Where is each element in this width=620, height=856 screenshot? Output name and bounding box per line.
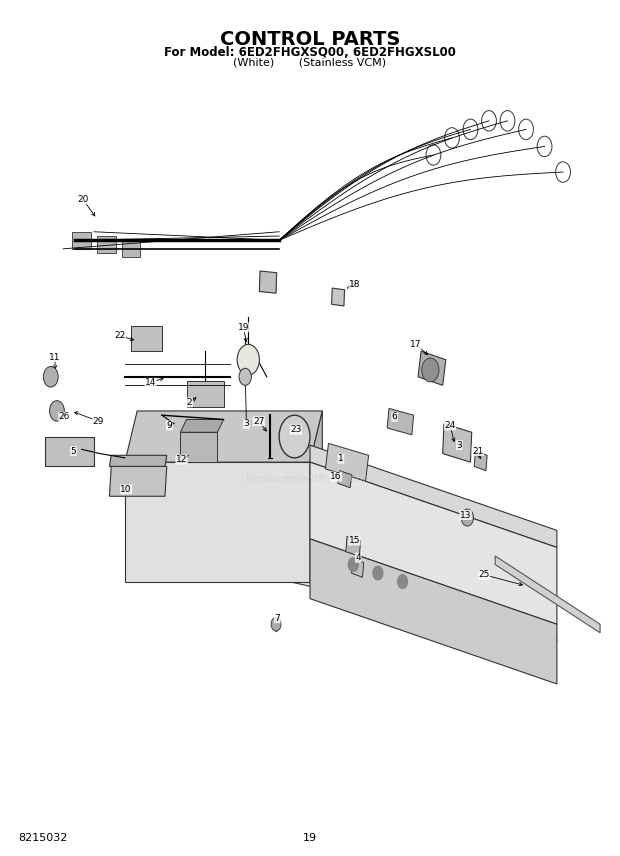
Text: 12: 12 (176, 455, 187, 464)
Text: CONTROL PARTS: CONTROL PARTS (220, 30, 400, 50)
Polygon shape (310, 462, 557, 624)
Text: 21: 21 (472, 447, 484, 455)
Polygon shape (418, 351, 446, 385)
Polygon shape (332, 288, 345, 306)
Polygon shape (162, 445, 557, 641)
Polygon shape (125, 411, 322, 462)
Polygon shape (259, 271, 277, 294)
Text: 19: 19 (303, 833, 317, 843)
Polygon shape (387, 408, 414, 435)
Circle shape (461, 509, 474, 526)
Polygon shape (180, 432, 218, 462)
Circle shape (237, 344, 259, 375)
Polygon shape (326, 443, 369, 481)
Text: 8: 8 (350, 280, 356, 289)
Text: 1: 1 (338, 455, 343, 463)
Text: (White)       (Stainless VCM): (White) (Stainless VCM) (234, 58, 386, 68)
Text: 16: 16 (330, 473, 342, 481)
Polygon shape (187, 381, 224, 407)
Polygon shape (495, 556, 600, 633)
Circle shape (271, 617, 281, 631)
Text: 19: 19 (237, 323, 249, 332)
Circle shape (50, 401, 64, 421)
Polygon shape (352, 559, 364, 577)
Circle shape (43, 366, 58, 387)
Circle shape (422, 358, 439, 382)
Text: 13: 13 (460, 510, 471, 520)
Text: 2: 2 (187, 398, 192, 407)
Text: 4: 4 (355, 553, 361, 562)
Polygon shape (73, 232, 91, 249)
Polygon shape (125, 462, 310, 581)
Circle shape (397, 574, 407, 588)
Polygon shape (97, 236, 115, 253)
Text: 29: 29 (92, 417, 104, 425)
Text: 18: 18 (348, 280, 360, 289)
Polygon shape (310, 411, 322, 581)
Text: 5: 5 (71, 447, 76, 455)
Polygon shape (474, 451, 487, 471)
Polygon shape (310, 445, 557, 548)
Polygon shape (109, 455, 167, 467)
Polygon shape (131, 325, 162, 351)
Polygon shape (310, 539, 557, 684)
Text: 11: 11 (50, 353, 61, 362)
Text: 9: 9 (166, 421, 172, 430)
Circle shape (239, 368, 251, 385)
Circle shape (279, 415, 310, 458)
Text: 25: 25 (479, 570, 490, 580)
Text: 3: 3 (244, 419, 249, 428)
Text: 6: 6 (392, 413, 397, 421)
Text: 26: 26 (59, 413, 70, 421)
Text: 22: 22 (114, 331, 125, 341)
Polygon shape (180, 419, 224, 432)
Text: 7: 7 (275, 614, 280, 623)
Polygon shape (346, 537, 361, 556)
Text: 17: 17 (410, 340, 422, 349)
Text: For Model: 6ED2FHGXSQ00, 6ED2FHGXSL00: For Model: 6ED2FHGXSQ00, 6ED2FHGXSL00 (164, 46, 456, 59)
Text: 10: 10 (120, 485, 132, 494)
Polygon shape (122, 241, 140, 258)
Text: ReplacementParts.com: ReplacementParts.com (246, 474, 374, 484)
Circle shape (373, 566, 383, 580)
Text: 20: 20 (77, 195, 89, 204)
Text: 23: 23 (290, 425, 301, 434)
Text: 24: 24 (445, 421, 456, 430)
Text: 3: 3 (456, 441, 463, 449)
Circle shape (348, 558, 358, 571)
Polygon shape (109, 467, 167, 496)
Text: 8215032: 8215032 (19, 833, 68, 843)
Text: 15: 15 (348, 536, 360, 545)
Polygon shape (45, 437, 94, 467)
Text: 27: 27 (253, 417, 265, 425)
Text: 14: 14 (145, 378, 156, 387)
Polygon shape (338, 471, 352, 488)
Polygon shape (443, 424, 472, 462)
